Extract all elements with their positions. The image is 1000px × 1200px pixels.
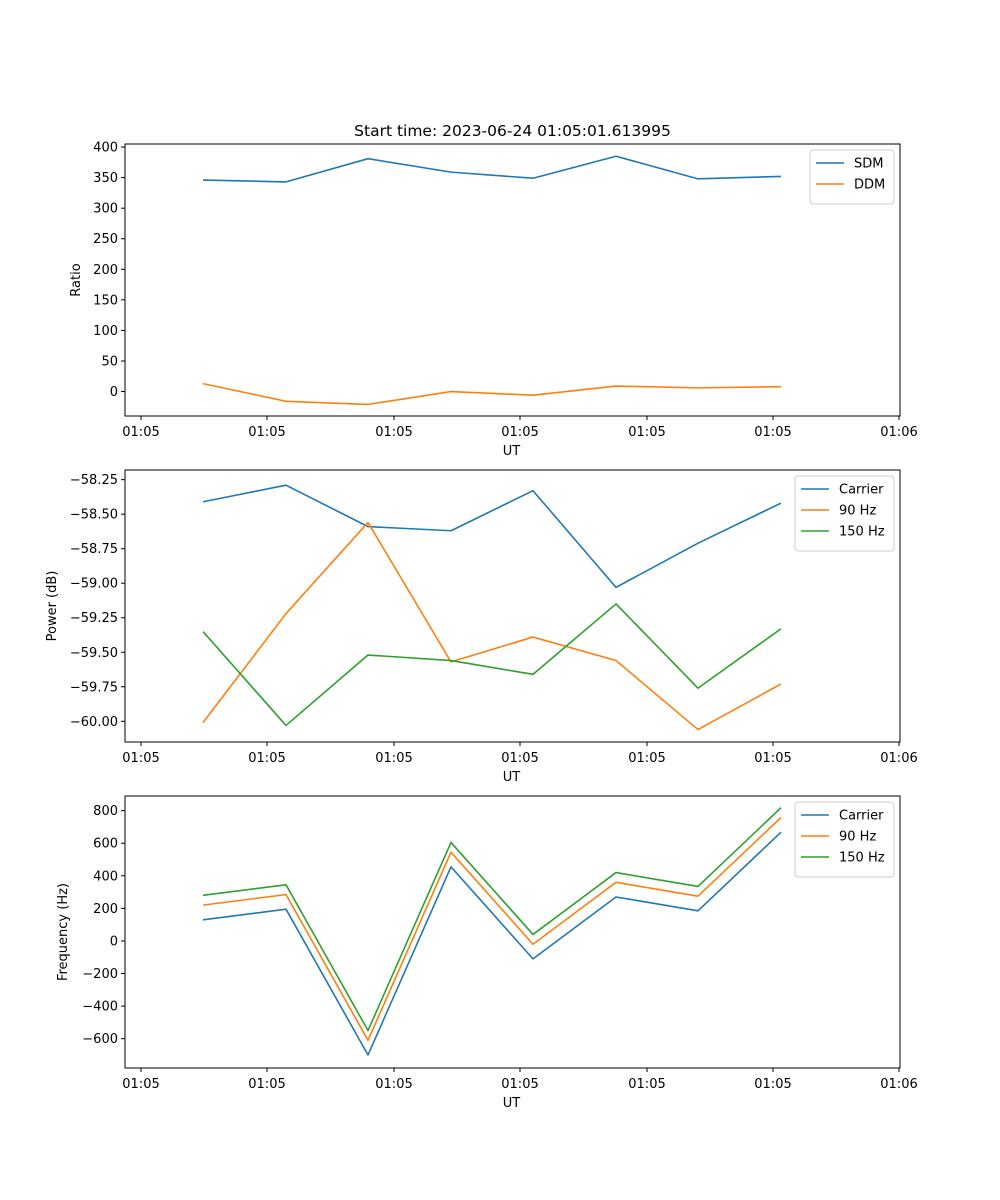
subplot-2: −60.00 −59.75 −59.50 −59.25 −59.00 −58.75 −58.… [45,469,918,785]
plot-frame [124,143,901,417]
y-tick-label: −59.50 [70,646,118,661]
x-tick-label: 01:05 [375,751,412,766]
subplot-3: −600 −400 −200 0 200 400 600 800 01:05 01:05 01:05… [56,795,918,1111]
series-line-90-hz [202,521,782,731]
subplot-1: Start time: 2023-06-24 01:05:01.613995 0 5… [69,122,918,459]
legend: SDM DDM [809,149,895,205]
y-tick-label: 200 [93,902,118,917]
x-tick-label: 01:05 [122,751,159,766]
legend: Carrier 90 Hz 150 Hz [794,475,895,552]
legend-entry: DDM [854,178,885,193]
x-tick-label: 01:05 [501,751,538,766]
legend-box [794,475,895,552]
x-tick-label: 01:05 [628,751,665,766]
y-tick-label: 200 [93,263,118,278]
y-tick-label: −58.25 [70,473,118,488]
x-tick-label: 01:05 [375,1077,412,1092]
legend-entry: 90 Hz [839,830,876,845]
y-tick-label: 0 [110,385,118,400]
plot-frame [124,469,901,743]
legend-box [794,801,895,878]
series-line-150-hz [202,603,782,727]
y-tick-label: 0 [110,934,118,949]
series-line-sdm [202,155,782,183]
plot-frame [124,795,901,1069]
y-tick-label: 800 [93,804,118,819]
y-axis-label: Frequency (Hz) [56,883,71,981]
y-tick-label: −59.25 [70,611,118,626]
y-tick-label: −58.50 [70,508,118,523]
y-tick-label: −59.00 [70,577,118,592]
series-line-carrier [202,484,782,589]
x-tick-label: 01:05 [628,425,665,440]
y-tick-label: −200 [82,967,118,982]
legend-entry: 90 Hz [839,504,876,519]
x-tick-label: 01:05 [501,425,538,440]
legend-entry: Carrier [839,483,884,498]
legend-entry: 150 Hz [839,851,885,866]
y-tick-label: 300 [93,202,118,217]
chart-title: Start time: 2023-06-24 01:05:01.613995 [354,122,671,140]
y-tick-label: 600 [93,837,118,852]
series-line-150-hz [202,807,782,1032]
y-tick-label: −400 [82,1000,118,1015]
x-tick-label: 01:05 [754,1077,791,1092]
x-tick-label: 01:05 [248,425,285,440]
y-tick-label: 150 [93,293,118,308]
x-tick-label: 01:05 [248,751,285,766]
series-line-carrier [202,831,782,1056]
legend-entry: 150 Hz [839,525,885,540]
x-tick-label: 01:05 [754,751,791,766]
y-tick-label: 100 [93,324,118,339]
legend-entry: Carrier [839,809,884,824]
x-axis-label: UT [503,770,521,785]
x-tick-label: 01:05 [122,1077,159,1092]
legend: Carrier 90 Hz 150 Hz [794,801,895,878]
x-tick-label: 01:05 [754,425,791,440]
x-tick-label: 01:05 [375,425,412,440]
series-line-ddm [202,382,782,406]
x-tick-label: 01:06 [880,751,917,766]
legend-entry: SDM [854,157,883,172]
y-tick-label: 400 [93,141,118,156]
x-tick-label: 01:05 [628,1077,665,1092]
y-tick-label: 400 [93,869,118,884]
y-axis-label: Ratio [69,263,84,296]
y-tick-label: 50 [101,354,118,369]
y-tick-label: −600 [82,1032,118,1047]
x-axis-label: UT [503,444,521,459]
x-tick-label: 01:05 [248,1077,285,1092]
x-tick-label: 01:06 [880,425,917,440]
y-tick-label: −58.75 [70,542,118,557]
y-tick-label: 350 [93,171,118,186]
x-tick-label: 01:05 [122,425,159,440]
series-line-90-hz [202,816,782,1042]
y-tick-label: 250 [93,232,118,247]
y-tick-label: −60.00 [70,715,118,730]
y-tick-label: −59.75 [70,680,118,695]
x-tick-label: 01:06 [880,1077,917,1092]
x-axis-label: UT [503,1096,521,1111]
y-axis-label: Power (dB) [45,571,60,642]
x-tick-label: 01:05 [501,1077,538,1092]
